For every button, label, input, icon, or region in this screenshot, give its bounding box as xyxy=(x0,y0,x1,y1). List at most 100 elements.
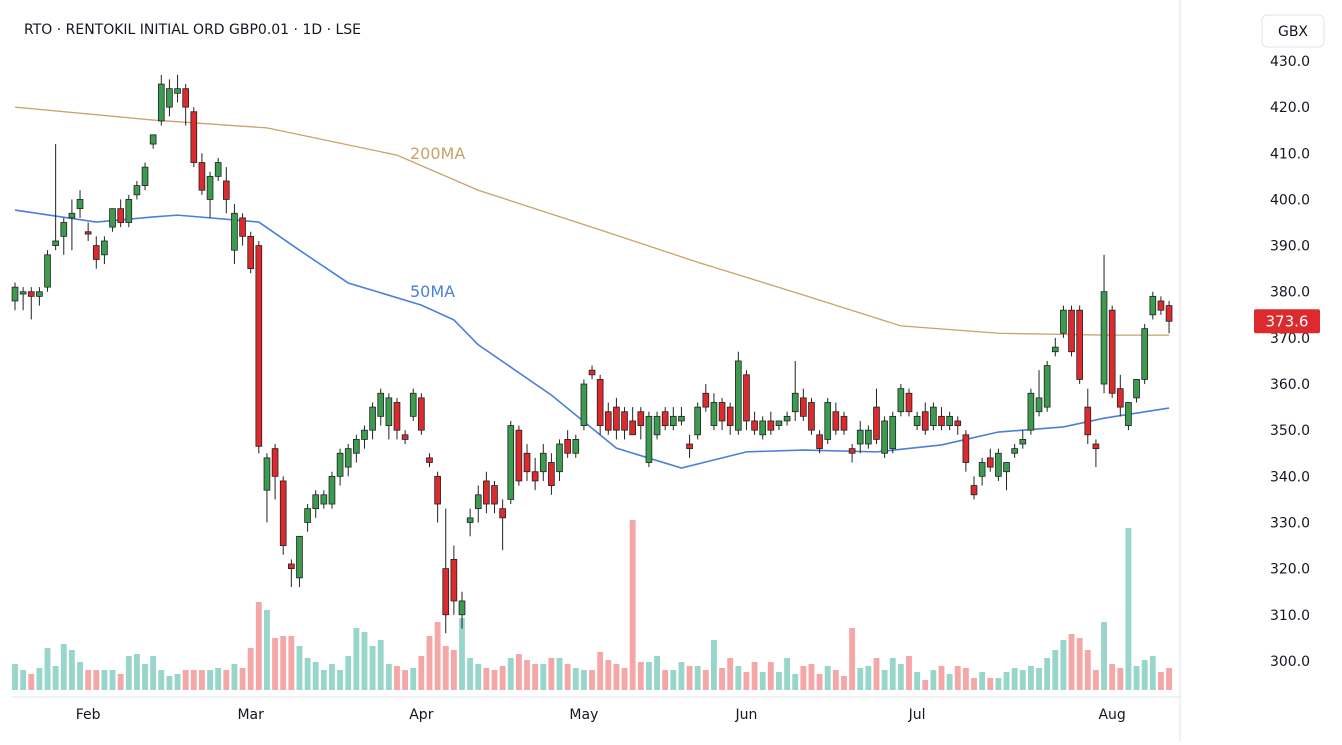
candle-body xyxy=(621,411,628,431)
candle-body xyxy=(556,443,563,473)
currency-button[interactable] xyxy=(1261,14,1325,48)
volume-bar xyxy=(329,664,335,690)
candle-body xyxy=(361,429,368,440)
volume-bar xyxy=(532,664,539,690)
candle-body xyxy=(783,415,791,422)
candle-body xyxy=(239,217,246,237)
volume-bar xyxy=(450,650,457,690)
candle-body xyxy=(962,434,970,463)
candle-body xyxy=(995,452,1002,477)
volume-bar xyxy=(824,666,831,690)
volume-bar xyxy=(44,648,51,690)
volume-bar xyxy=(776,672,782,690)
volume-bar xyxy=(605,660,612,690)
volume-bar xyxy=(1141,660,1148,690)
volume-bar xyxy=(556,658,563,690)
volume-bar xyxy=(207,670,213,690)
y-tick-label: 350.0 xyxy=(1270,423,1310,439)
volume-bar xyxy=(125,656,132,690)
candle-body xyxy=(36,291,43,297)
candle-body xyxy=(588,369,596,376)
y-tick-label: 430.0 xyxy=(1270,54,1310,70)
volume-bar xyxy=(979,672,986,690)
candle-body xyxy=(702,392,710,408)
candle-body xyxy=(401,434,409,440)
volume-bar xyxy=(662,670,669,690)
candle-body xyxy=(344,448,352,468)
candle-body xyxy=(978,462,986,477)
volume-bar xyxy=(678,662,685,690)
volume-bar xyxy=(637,662,644,690)
y-tick-label: 310.0 xyxy=(1270,608,1310,624)
volume-bar xyxy=(735,666,742,690)
candle-body xyxy=(824,402,832,440)
candle-body xyxy=(450,558,458,602)
x-tick-label: Jul xyxy=(908,707,926,723)
volume-bar xyxy=(1068,634,1075,690)
volume-bar xyxy=(68,650,75,690)
candle-body xyxy=(572,439,580,454)
candle-body xyxy=(133,185,141,196)
volume-bar xyxy=(597,652,604,690)
candle-body xyxy=(385,397,393,426)
volume-bar xyxy=(133,654,140,690)
volume-bar xyxy=(1158,672,1164,690)
volume-bar xyxy=(841,676,847,690)
candle-body xyxy=(141,166,149,186)
candle-body xyxy=(694,406,702,436)
volume-bar xyxy=(686,666,693,690)
y-tick-label: 340.0 xyxy=(1270,469,1310,485)
candle-body xyxy=(206,175,214,200)
candle-body xyxy=(149,134,157,145)
candle-body xyxy=(491,485,498,505)
volume-bar xyxy=(1060,640,1067,690)
volume-bar xyxy=(540,664,547,690)
volume-bar xyxy=(1011,668,1018,690)
candle-body xyxy=(1003,462,1010,473)
volume-bar xyxy=(1117,668,1124,690)
volume-bar xyxy=(727,658,734,690)
candle-body xyxy=(125,199,133,223)
candle-body xyxy=(288,563,295,570)
candle-body xyxy=(68,212,76,219)
volume-bar xyxy=(1149,656,1156,690)
volume-bar xyxy=(1092,670,1099,690)
volume-bar xyxy=(1027,666,1034,690)
candle-body xyxy=(442,568,450,616)
volume-bar xyxy=(101,670,108,690)
volume-bar xyxy=(1125,528,1132,690)
moving-average-line xyxy=(14,209,1170,469)
volume-bar xyxy=(459,618,465,690)
candle-body xyxy=(734,360,742,431)
candle-body xyxy=(1165,305,1173,322)
currency-label: GBX xyxy=(1278,24,1308,40)
volume-bar xyxy=(987,678,994,690)
candle-body xyxy=(328,475,336,505)
volume-bar xyxy=(385,664,392,690)
volume-bar xyxy=(784,658,791,690)
candle-body xyxy=(214,162,222,177)
volume-bar xyxy=(548,658,555,690)
volume-bar xyxy=(483,668,490,690)
volume-bar xyxy=(491,670,498,690)
candle-body xyxy=(743,374,750,422)
volume-bar xyxy=(1052,650,1059,690)
volume-bar xyxy=(199,670,205,690)
volume-bar xyxy=(442,646,449,690)
candle-body xyxy=(393,402,401,431)
candle-body xyxy=(109,208,116,228)
volume-bar xyxy=(337,670,344,690)
candle-body xyxy=(669,415,677,426)
candle-body xyxy=(1076,309,1083,380)
candle-body xyxy=(499,508,506,519)
y-tick-label: 380.0 xyxy=(1270,285,1310,301)
candle-body xyxy=(718,402,726,422)
volume-bar xyxy=(938,666,945,690)
volume-bar xyxy=(711,640,717,690)
volume-bar xyxy=(849,628,856,690)
volume-bar xyxy=(580,670,587,690)
candle-body xyxy=(409,392,417,417)
volume-bar xyxy=(1036,668,1042,690)
volume-bar xyxy=(743,672,750,690)
candle-body xyxy=(800,397,807,417)
